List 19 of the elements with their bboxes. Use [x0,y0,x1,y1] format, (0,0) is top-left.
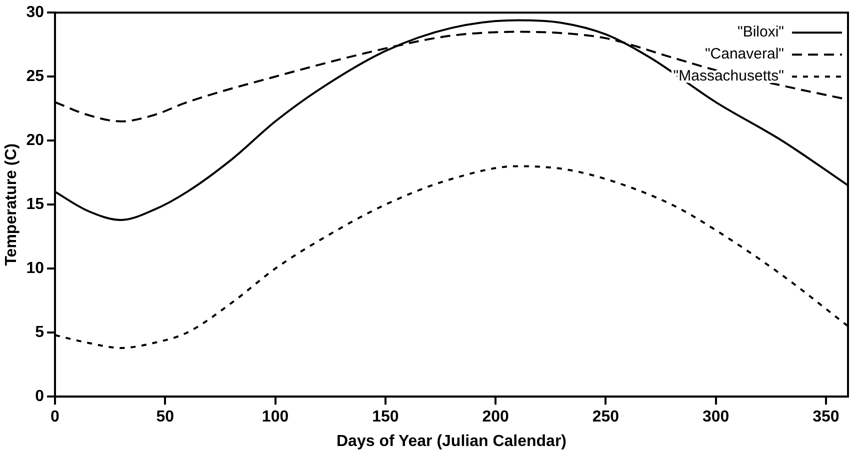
x-tick-label: 200 [482,408,509,426]
y-axis-title: Temperature (C) [3,143,20,266]
y-tick-label: 10 [26,260,44,278]
legend-label: "Canaveral" [704,46,784,63]
x-tick-label: 100 [262,408,289,426]
x-axis-title: Days of Year (Julian Calendar) [336,432,567,450]
y-tick-label: 5 [35,324,44,342]
x-tick-label: 50 [156,408,174,426]
y-tick-label: 30 [26,4,44,22]
y-tick-label: 20 [26,132,44,150]
y-tick-label: 0 [35,388,44,406]
x-tick-label: 150 [372,408,399,426]
x-tick-label: 300 [702,408,730,426]
y-tick-label: 25 [26,68,44,86]
x-tick-label: 350 [812,408,840,426]
x-tick-label: 250 [592,408,620,426]
y-tick-label: 15 [26,196,44,214]
legend-label: "Biloxi" [738,24,784,41]
x-tick-label: 0 [50,408,60,426]
